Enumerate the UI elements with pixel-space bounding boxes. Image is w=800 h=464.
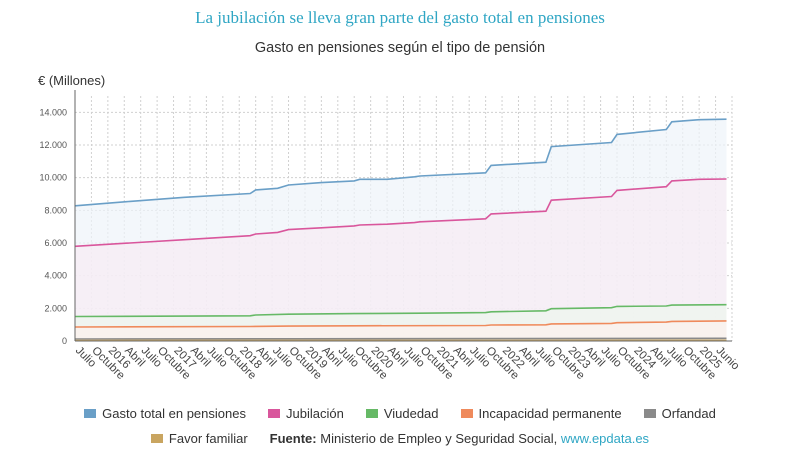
legend-label: Viudedad <box>383 406 439 421</box>
y-axis-label: € (Millones) <box>38 73 105 88</box>
legend-label: Incapacidad permanente <box>478 406 622 421</box>
y-tick-label: 0 <box>62 336 67 346</box>
y-tick-label: 6.000 <box>44 238 67 248</box>
legend-swatch <box>643 409 656 418</box>
legend-label: Jubilación <box>285 406 344 421</box>
series-line-orfandad[interactable] <box>74 337 727 340</box>
series-line-incapacidad-permanente[interactable] <box>74 320 727 328</box>
y-tick-label: 10.000 <box>39 173 67 183</box>
source-label: Fuente: <box>269 431 317 446</box>
source-text: Ministerio de Empleo y Seguridad Social, <box>320 431 558 446</box>
source-link[interactable]: www.epdata.es <box>560 431 650 446</box>
legend-swatch <box>267 409 280 418</box>
legend-row: Favor familiar Fuente: Ministerio de Emp… <box>0 431 800 446</box>
legend-row: Gasto total en pensiones Jubilación Viuded… <box>0 406 800 421</box>
legend-label: Gasto total en pensiones <box>102 406 246 421</box>
legend-label: Orfandad <box>661 406 716 421</box>
legend-label: Favor familiar <box>168 431 248 446</box>
legend-swatch <box>460 409 473 418</box>
chart-area: 02.0004.0006.0008.00010.00012.00014.000J… <box>38 73 741 382</box>
legend-swatch <box>365 409 378 418</box>
series-line-viudedad[interactable] <box>74 303 727 318</box>
legend-swatch <box>150 434 163 443</box>
y-tick-label: 8.000 <box>44 205 67 215</box>
legend-item-orfandad[interactable]: Orfandad <box>643 406 716 421</box>
series-line-jubilacion[interactable] <box>74 178 727 248</box>
series-line-gasto-total-en-pensiones[interactable] <box>74 118 727 207</box>
legend-item-favor-familiar[interactable]: Favor familiar <box>150 431 248 446</box>
series-lines <box>74 118 727 342</box>
source-note: Fuente: Ministerio de Empleo y Seguridad… <box>270 431 649 446</box>
y-tick-label: 2.000 <box>44 303 67 313</box>
series-area-jubilacion <box>75 179 727 341</box>
series-areas <box>75 119 727 341</box>
legend-item-viudedad[interactable]: Viudedad <box>365 406 439 421</box>
legend-item-jubilacion[interactable]: Jubilación <box>267 406 344 421</box>
series-area-incapacidad-permanente <box>75 320 727 341</box>
legend-item-incapacidad-permanente[interactable]: Incapacidad permanente <box>460 406 622 421</box>
legend: Gasto total en pensiones Jubilación Viuded… <box>0 406 800 456</box>
chart-subtitle: Gasto en pensiones según el tipo de pens… <box>254 40 546 56</box>
y-tick-label: 4.000 <box>44 271 67 281</box>
legend-swatch <box>84 409 97 418</box>
y-tick-label: 14.000 <box>39 107 67 117</box>
y-tick-label: 12.000 <box>39 140 67 150</box>
chart-title: La jubilación se lleva gran parte del ga… <box>195 8 605 27</box>
legend-item-gasto-total-en-pensiones[interactable]: Gasto total en pensiones <box>84 406 246 421</box>
